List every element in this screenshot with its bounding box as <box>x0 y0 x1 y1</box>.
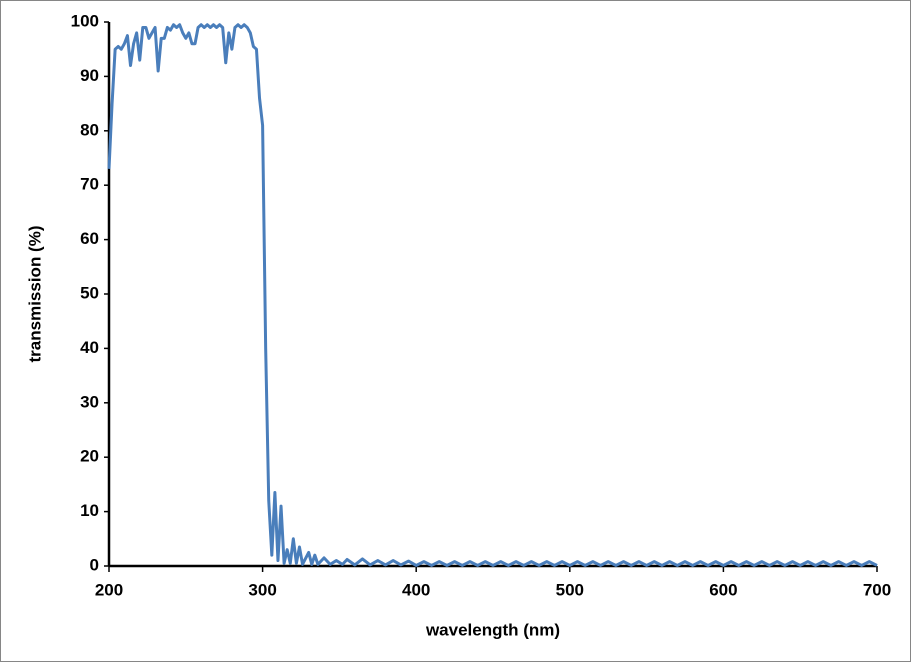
y-tick-label: 60 <box>80 229 99 248</box>
x-tick-label: 600 <box>709 580 737 599</box>
y-tick-label: 20 <box>80 447 99 466</box>
y-tick-label: 70 <box>80 175 99 194</box>
y-tick-label: 10 <box>80 501 99 520</box>
x-tick-label: 700 <box>863 580 891 599</box>
y-tick-label: 90 <box>80 66 99 85</box>
data-line <box>107 23 878 567</box>
y-tick-label: 40 <box>80 338 99 357</box>
x-tick-label: 300 <box>248 580 276 599</box>
y-tick-label: 0 <box>90 555 99 574</box>
x-tick-label: 200 <box>95 580 123 599</box>
x-axis-label: wavelength (nm) <box>425 620 560 639</box>
x-tick-label: 400 <box>402 580 430 599</box>
y-tick-label: 50 <box>80 283 99 302</box>
y-tick-label: 80 <box>80 120 99 139</box>
y-tick-label: 100 <box>71 11 99 30</box>
y-axis-label: transmission (%) <box>25 226 44 363</box>
x-tick-label: 500 <box>556 580 584 599</box>
y-tick-label: 30 <box>80 392 99 411</box>
